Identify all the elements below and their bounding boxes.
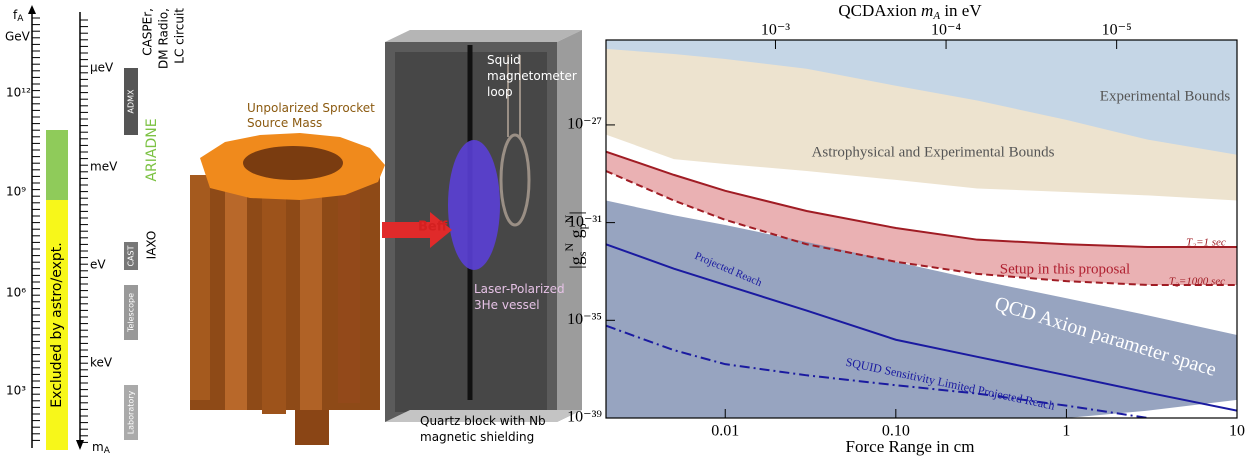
label-line: Laser-Polarized <box>474 282 565 296</box>
m-symbol: m <box>92 440 104 454</box>
block-top <box>385 30 582 42</box>
iaxo-label: IAXO <box>145 231 159 260</box>
green-band <box>46 130 68 200</box>
label-part: g <box>566 229 586 243</box>
label-line: Quartz block with Nb <box>420 414 546 428</box>
label-part: p <box>575 223 589 229</box>
tooth <box>300 182 322 410</box>
f-subscript: A <box>17 14 24 24</box>
series-label: Experimental Bounds <box>1100 88 1231 104</box>
experiment-label: CAST <box>127 245 136 266</box>
figure: fA GeV Excluded by astro/expt. mA 10¹²10… <box>0 0 1256 458</box>
f-label: 10⁶ <box>6 286 26 300</box>
label-line: loop <box>487 85 513 99</box>
f-arrow <box>28 5 36 14</box>
x-tick-label: 0.01 <box>711 423 739 440</box>
m-label: keV <box>90 356 113 370</box>
y-tick-label: 10⁻³⁵ <box>567 311 602 328</box>
series-label: T₂=1000 sec <box>1169 276 1225 288</box>
label-line: Source Mass <box>247 116 322 130</box>
excluded-label: Excluded by astro/expt. <box>49 242 65 407</box>
x2-axis-label: QCDAxion mA in eV <box>838 1 982 22</box>
label-line: 3He vessel <box>474 298 540 312</box>
x2-tick-label: 10⁻³ <box>761 22 790 39</box>
f-unit: GeV <box>5 30 31 44</box>
m-label: meV <box>90 160 118 174</box>
proposal-label: LC circuit <box>173 8 187 64</box>
tooth <box>225 180 247 410</box>
series-label: Astrophysical and Experimental Bounds <box>812 144 1055 160</box>
x-axis-label: Force Range in cm <box>846 437 975 456</box>
f-title: fA <box>13 8 24 24</box>
label-part: QCDAxion <box>838 1 921 20</box>
shielding-label: Quartz block with Nb magnetic shielding <box>420 414 546 444</box>
y-tick-label: 10⁻²⁷ <box>567 116 602 133</box>
experiment-label: Laboratory <box>127 390 136 434</box>
f-label: 10¹² <box>6 86 31 100</box>
label-line: Squid <box>487 53 521 67</box>
label-part: m <box>921 1 933 20</box>
ariadne-label: ARIADNE <box>144 118 160 181</box>
proposal-label: CASPEr, <box>141 8 155 56</box>
experiment-label: Telescope <box>127 293 136 333</box>
x-tick-label: 10 <box>1229 423 1245 440</box>
proposal-label: DM Radio, <box>157 8 171 69</box>
x2-tick-label: 10⁻⁵ <box>1102 22 1132 39</box>
label-part: s <box>575 251 589 256</box>
label-line: magnetic shielding <box>420 430 534 444</box>
f-label: 10³ <box>6 384 26 398</box>
m-arrow <box>76 440 84 450</box>
y-tick-label: 10⁻³⁹ <box>567 409 602 426</box>
m-subscript: A <box>104 446 111 456</box>
field-label: Beff <box>418 220 448 235</box>
label-line: Unpolarized Sprocket <box>247 101 375 115</box>
tooth <box>262 182 286 414</box>
tooth <box>190 175 210 400</box>
x-tick-label: 1 <box>1062 423 1070 440</box>
series-label: T₂=1 sec <box>1186 237 1226 249</box>
sprocket-hole <box>243 146 343 180</box>
label-line: magnetometer <box>487 69 577 83</box>
label-part: | <box>566 211 586 215</box>
f-label: 10⁹ <box>6 185 26 199</box>
label-part: |g <box>566 256 586 269</box>
label-part: N <box>562 243 576 252</box>
scale-diagram: fA GeV Excluded by astro/expt. mA 10¹²10… <box>5 5 187 456</box>
x2-tick-label: 10⁻⁴ <box>931 22 961 39</box>
label-part: N <box>562 214 576 223</box>
m-title: mA <box>92 440 111 456</box>
m-label: eV <box>90 258 106 272</box>
he3-vessel <box>448 140 500 270</box>
series-label: Setup in this proposal <box>1000 261 1130 277</box>
tooth <box>338 178 360 403</box>
label-part: in eV <box>940 1 982 20</box>
chart: Astrophysical and Experimental Bounds Exp… <box>567 22 1245 440</box>
experiment-label: ADMX <box>127 89 136 114</box>
m-label: μeV <box>90 61 114 75</box>
